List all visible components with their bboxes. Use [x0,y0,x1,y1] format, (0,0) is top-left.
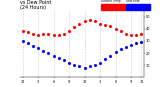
Text: Milwaukee Weather Outdoor Temperature
vs Dew Point
(24 Hours): Milwaukee Weather Outdoor Temperature vs… [20,0,123,10]
Text: Dew Point: Dew Point [126,0,140,3]
Bar [126,4,150,10]
Bar [101,4,125,10]
Text: Outdoor Temp: Outdoor Temp [101,0,120,3]
